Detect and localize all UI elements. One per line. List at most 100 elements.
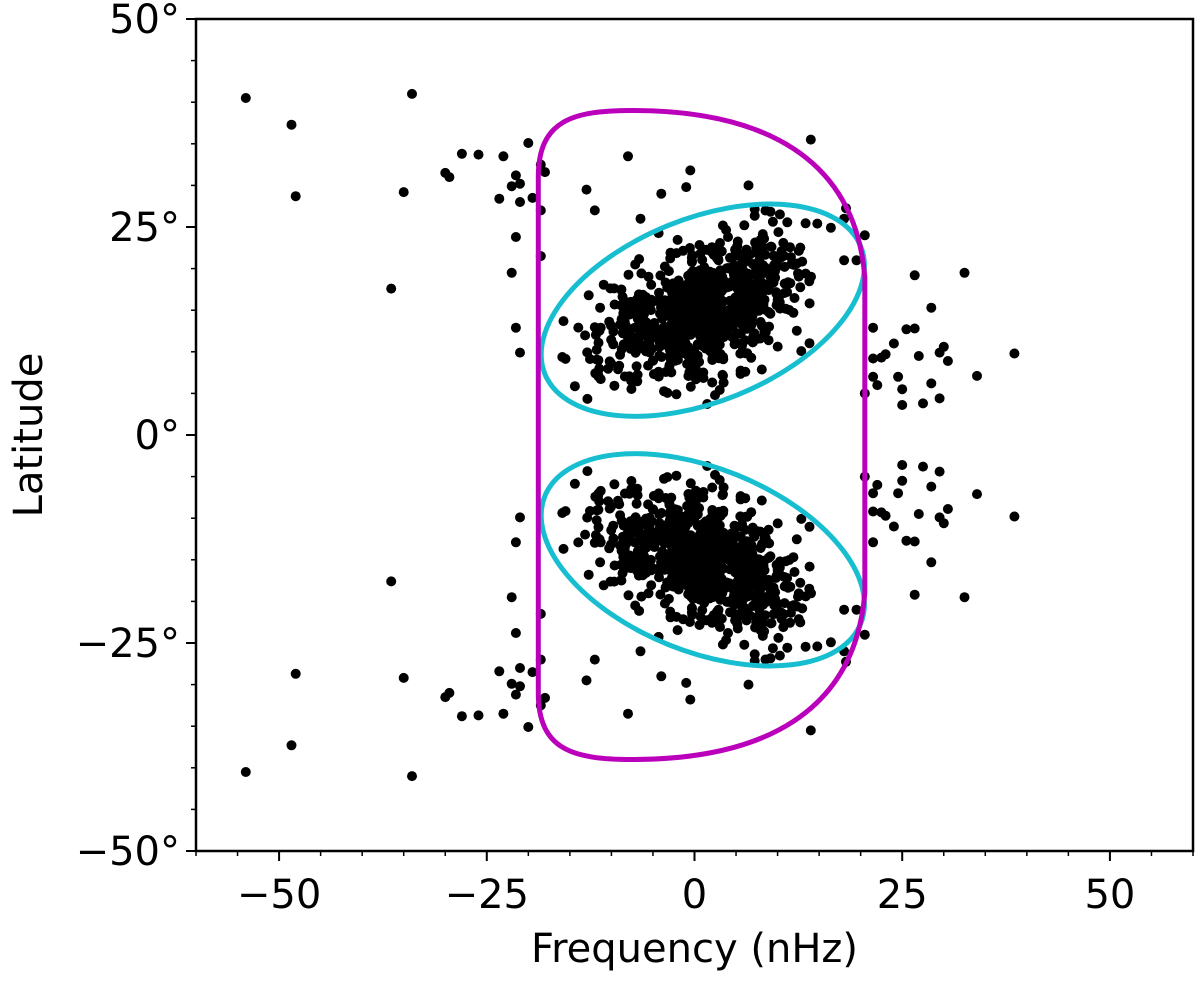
scatter-point bbox=[668, 346, 678, 357]
scatter-point bbox=[804, 338, 815, 349]
scatter-point bbox=[897, 384, 908, 395]
scatter-point bbox=[590, 329, 601, 340]
scatter-point bbox=[942, 356, 953, 366]
scatter-point bbox=[897, 475, 908, 486]
scatter-point bbox=[727, 331, 737, 342]
scatter-point bbox=[659, 321, 670, 332]
scatter-point bbox=[926, 481, 937, 492]
scatter-point bbox=[506, 267, 517, 278]
scatter-point bbox=[686, 607, 697, 618]
scatter-point bbox=[637, 307, 648, 318]
scatter-point bbox=[731, 242, 742, 253]
scatter-point bbox=[643, 360, 654, 371]
scatter-point bbox=[683, 560, 694, 571]
scatter-point bbox=[712, 554, 723, 565]
scatter-point bbox=[731, 617, 742, 628]
scatter-point bbox=[655, 270, 666, 281]
scatter-point bbox=[613, 495, 623, 506]
scatter-point bbox=[598, 580, 609, 591]
scatter-point bbox=[608, 326, 619, 337]
scatter-point bbox=[683, 543, 693, 554]
scatter-point bbox=[774, 209, 785, 220]
scatter-point bbox=[851, 255, 862, 266]
scatter-point bbox=[681, 572, 691, 583]
scatter-point bbox=[685, 478, 696, 489]
scatter-point bbox=[825, 222, 836, 233]
scatter-point bbox=[515, 197, 525, 207]
scatter-point bbox=[926, 378, 937, 389]
scatter-point bbox=[735, 531, 746, 542]
scatter-point bbox=[558, 316, 569, 327]
scatter-point bbox=[569, 478, 580, 489]
scatter-point bbox=[812, 218, 823, 229]
scatter-point bbox=[619, 488, 630, 499]
scatter-point bbox=[759, 597, 770, 608]
scatter-point bbox=[686, 324, 697, 335]
scatter-point bbox=[692, 491, 703, 502]
scatter-point bbox=[641, 513, 651, 524]
scatter-point bbox=[755, 234, 766, 245]
scatter-point bbox=[697, 284, 708, 295]
scatter-point bbox=[444, 172, 455, 183]
scatter-point bbox=[851, 604, 862, 615]
scatter-point bbox=[625, 335, 636, 346]
scatter-point bbox=[510, 537, 521, 548]
scatter-point bbox=[859, 230, 870, 241]
scatter-point bbox=[591, 344, 602, 355]
scatter-point bbox=[729, 251, 740, 262]
scatter-point bbox=[913, 509, 924, 519]
scatter-point bbox=[756, 495, 767, 506]
scatter-point bbox=[763, 524, 774, 535]
scatter-point bbox=[707, 291, 718, 301]
scatter-point bbox=[665, 612, 676, 623]
scatter-point bbox=[699, 311, 710, 322]
scatter-point bbox=[710, 390, 720, 401]
scatter-point bbox=[653, 493, 664, 504]
scatter-point bbox=[764, 307, 775, 318]
scatter-point bbox=[760, 326, 771, 337]
scatter-point bbox=[654, 350, 665, 361]
scatter-point bbox=[643, 271, 654, 282]
scatter-point bbox=[641, 346, 651, 357]
scatter-point bbox=[685, 694, 696, 705]
scatter-point bbox=[573, 322, 584, 333]
scatter-point bbox=[643, 524, 654, 535]
scatter-point bbox=[718, 370, 728, 381]
scatter-point bbox=[646, 279, 657, 290]
scatter-point bbox=[398, 672, 409, 683]
scatter-point bbox=[398, 187, 409, 198]
scatter-point bbox=[793, 268, 803, 279]
scatter-point bbox=[632, 343, 643, 354]
scatter-point bbox=[749, 649, 760, 660]
scatter-point bbox=[880, 349, 891, 360]
scatter-point bbox=[737, 249, 748, 260]
scatter-point bbox=[573, 537, 584, 548]
scatter-point bbox=[717, 639, 728, 650]
scatter-point bbox=[709, 320, 720, 331]
x-tick-label: 0 bbox=[682, 872, 707, 918]
scatter-point bbox=[680, 521, 691, 532]
scatter-point bbox=[795, 577, 806, 588]
scatter-point bbox=[926, 557, 937, 568]
scatter-point bbox=[604, 543, 615, 554]
scatter-point bbox=[725, 262, 736, 273]
scatter-point bbox=[737, 610, 748, 621]
scatter-point bbox=[918, 398, 928, 409]
scatter-point bbox=[868, 506, 879, 517]
scatter-point bbox=[664, 498, 675, 509]
scatter-point bbox=[804, 276, 815, 287]
scatter-point bbox=[635, 646, 646, 657]
scatter-point bbox=[868, 371, 879, 382]
scatter-point bbox=[897, 460, 908, 470]
scatter-point bbox=[656, 671, 667, 682]
scatter-point bbox=[893, 371, 904, 382]
scatter-point bbox=[690, 315, 701, 326]
scatter-point bbox=[868, 537, 879, 548]
scatter-point bbox=[629, 322, 640, 333]
scatter-point bbox=[697, 575, 708, 586]
scatter-point bbox=[719, 327, 730, 338]
scatter-point bbox=[590, 530, 601, 541]
scatter-point bbox=[740, 493, 751, 504]
scatter-point bbox=[583, 569, 594, 580]
